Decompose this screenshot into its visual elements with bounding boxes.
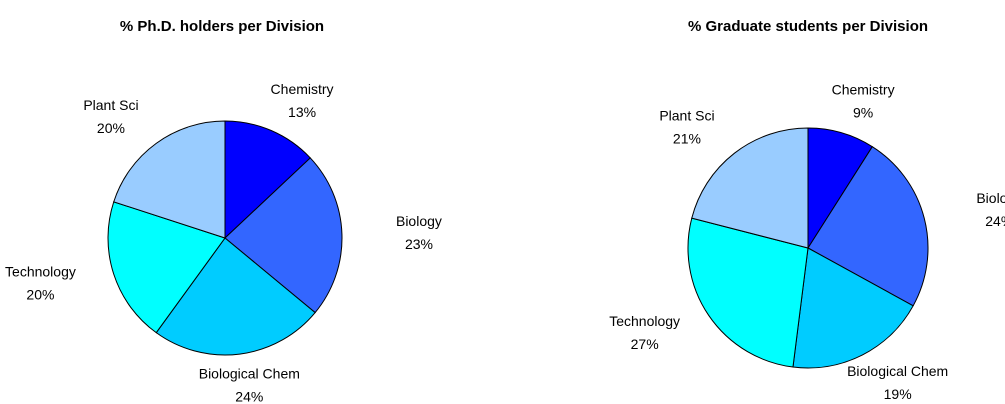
slice-value-label: 20% [26, 287, 54, 303]
slice-label: Plant Sci [659, 108, 714, 124]
slice-label: Technology [609, 313, 680, 329]
slice-value-label: 24% [235, 389, 263, 404]
slice-label: Technology [5, 264, 76, 280]
slice-value-label: 9% [853, 105, 873, 121]
slice-value-label: 27% [631, 336, 659, 352]
slice-value-label: 19% [884, 386, 912, 402]
pie-slice [155, 237, 316, 356]
pie-slice [224, 120, 311, 240]
chart-title: % Ph.D. holders per Division [120, 18, 324, 35]
slice-label: Biology [396, 213, 442, 229]
slice-value-label: 24% [985, 213, 1005, 229]
pie-slice [107, 201, 226, 334]
slice-label: Biology [976, 190, 1005, 206]
slice-value-label: 13% [288, 104, 316, 120]
slice-label: Biological Chem [199, 366, 300, 382]
slice-value-label: 21% [673, 131, 701, 147]
slice-value-label: 23% [405, 236, 433, 252]
pie-slice [224, 157, 343, 314]
slice-label: Chemistry [271, 81, 334, 97]
pie-slice [807, 145, 929, 307]
slice-label: Plant Sci [83, 97, 138, 113]
pie-slice [687, 217, 809, 368]
pie-slice [792, 247, 914, 369]
pie-slice [691, 127, 809, 249]
pie-slice [113, 120, 226, 239]
slice-label: Chemistry [832, 82, 895, 98]
slice-label: Biological Chem [847, 363, 948, 379]
chart-title: % Graduate students per Division [688, 18, 928, 35]
slice-value-label: 20% [97, 120, 125, 136]
